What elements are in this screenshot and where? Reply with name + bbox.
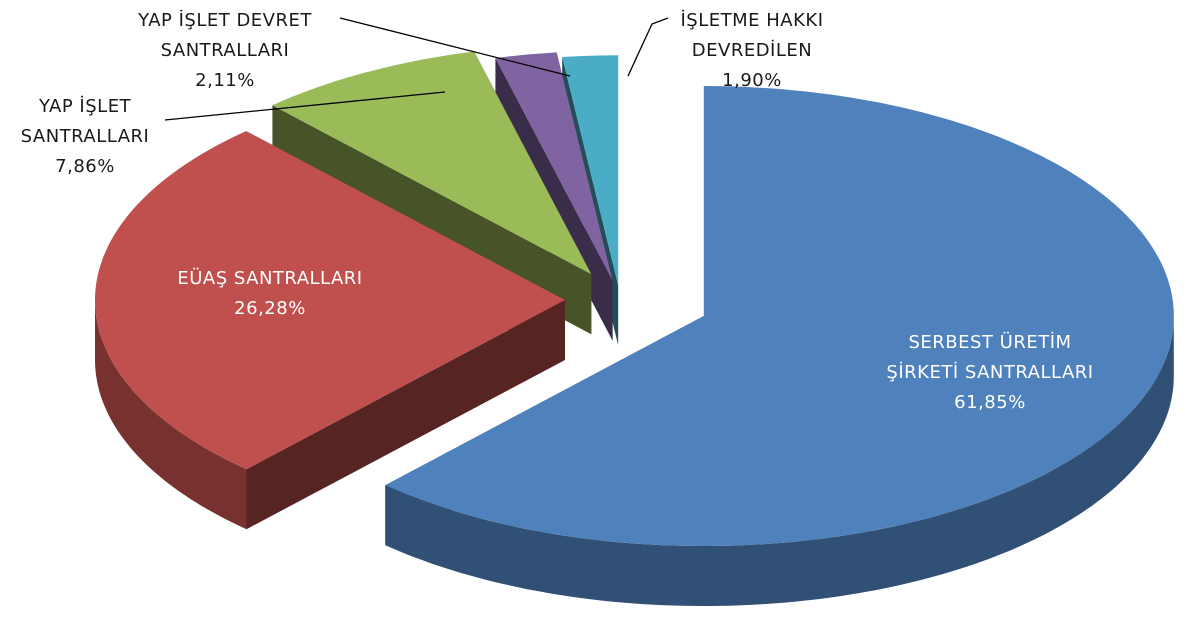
slice-side — [246, 300, 565, 530]
slice — [562, 55, 619, 286]
leader-lines — [164, 17, 669, 121]
category-label: YAP İŞLET SANTRALLARI — [20, 96, 150, 147]
category-label: İŞLETME HAKKI DEVREDİLEN — [680, 10, 824, 61]
value-label: 2,11% — [195, 70, 255, 91]
slice — [95, 131, 565, 470]
data-label: SERBEST ÜRETİM ŞİRKETİ SANTRALLARI 61,85% — [886, 332, 1094, 413]
value-label: 26,28% — [234, 298, 306, 319]
value-label: 1,90% — [722, 70, 782, 91]
category-label: YAP İŞLET DEVRET SANTRALLARI — [138, 10, 312, 61]
data-label: YAP İŞLET SANTRALLARI 7,86% — [20, 96, 150, 177]
slice — [272, 51, 592, 275]
value-label: 7,86% — [55, 156, 115, 177]
slice — [495, 52, 613, 281]
data-label: EÜAŞ SANTRALLARI 26,28% — [177, 268, 363, 319]
labels: SERBEST ÜRETİM ŞİRKETİ SANTRALLARI 61,85%… — [20, 10, 1094, 413]
slice-wall — [385, 316, 1174, 606]
category-label: EÜAŞ SANTRALLARI — [177, 268, 363, 289]
pie — [95, 51, 1174, 606]
leader-line — [164, 91, 446, 121]
slice — [385, 86, 1174, 546]
slice-wall — [95, 300, 247, 530]
data-label: İŞLETME HAKKI DEVREDİLEN 1,90% — [680, 10, 824, 91]
leader-line — [339, 17, 571, 77]
value-label: 61,85% — [954, 392, 1026, 413]
data-label: YAP İŞLET DEVRET SANTRALLARI 2,11% — [138, 10, 312, 91]
leader-line — [627, 17, 669, 77]
category-label: SERBEST ÜRETİM ŞİRKETİ SANTRALLARI — [886, 332, 1094, 383]
